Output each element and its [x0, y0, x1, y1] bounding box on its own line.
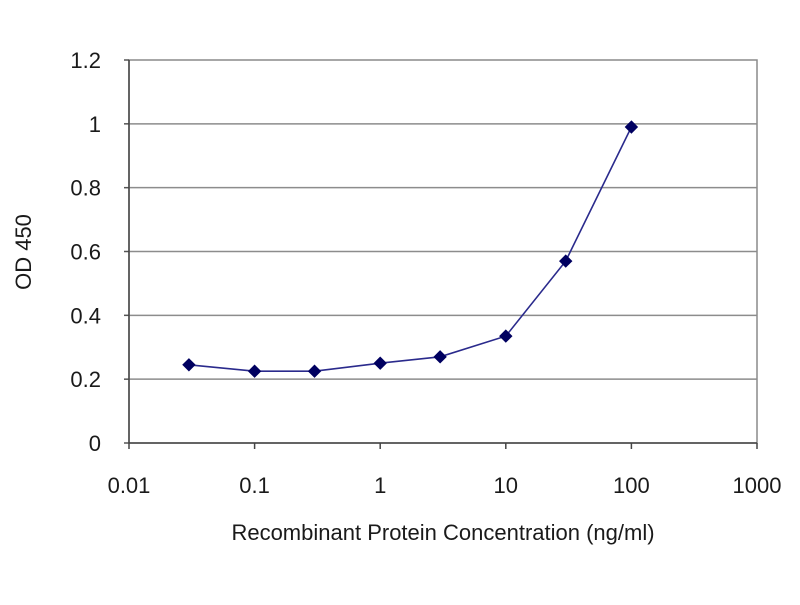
y-tick-label: 0 [89, 431, 101, 456]
x-tick-label: 1000 [733, 473, 782, 498]
series-layer [182, 120, 639, 378]
data-point [373, 356, 387, 370]
data-point [307, 364, 322, 378]
x-tick-label: 10 [494, 473, 518, 498]
data-point [433, 350, 447, 364]
x-tick-label: 100 [613, 473, 650, 498]
x-tick-label: 0.1 [239, 473, 270, 498]
y-tick-label: 0.6 [70, 240, 101, 265]
data-point [624, 120, 639, 134]
grid-lines [129, 123, 757, 380]
axes [124, 59, 758, 449]
x-axis-title: Recombinant Protein Concentration (ng/ml… [231, 520, 654, 545]
y-tick-label: 1.2 [70, 48, 101, 73]
y-tick-label: 0.2 [70, 367, 101, 392]
data-point [559, 254, 573, 268]
y-axis-title: OD 450 [11, 214, 36, 290]
y-tick-labels: 0 0.2 0.4 0.6 0.8 1 1.2 [70, 48, 101, 456]
y-tick-label: 1 [89, 112, 101, 137]
data-point [247, 364, 262, 378]
x-tick-label: 1 [374, 473, 386, 498]
series-line [188, 126, 633, 373]
y-tick-label: 0.8 [70, 176, 101, 201]
y-tick-label: 0.4 [70, 303, 101, 328]
data-point [499, 329, 513, 343]
data-point [182, 358, 196, 372]
x-tick-labels: 0.01 0.1 1 10 100 1000 [108, 473, 782, 498]
x-tick-label: 0.01 [108, 473, 151, 498]
